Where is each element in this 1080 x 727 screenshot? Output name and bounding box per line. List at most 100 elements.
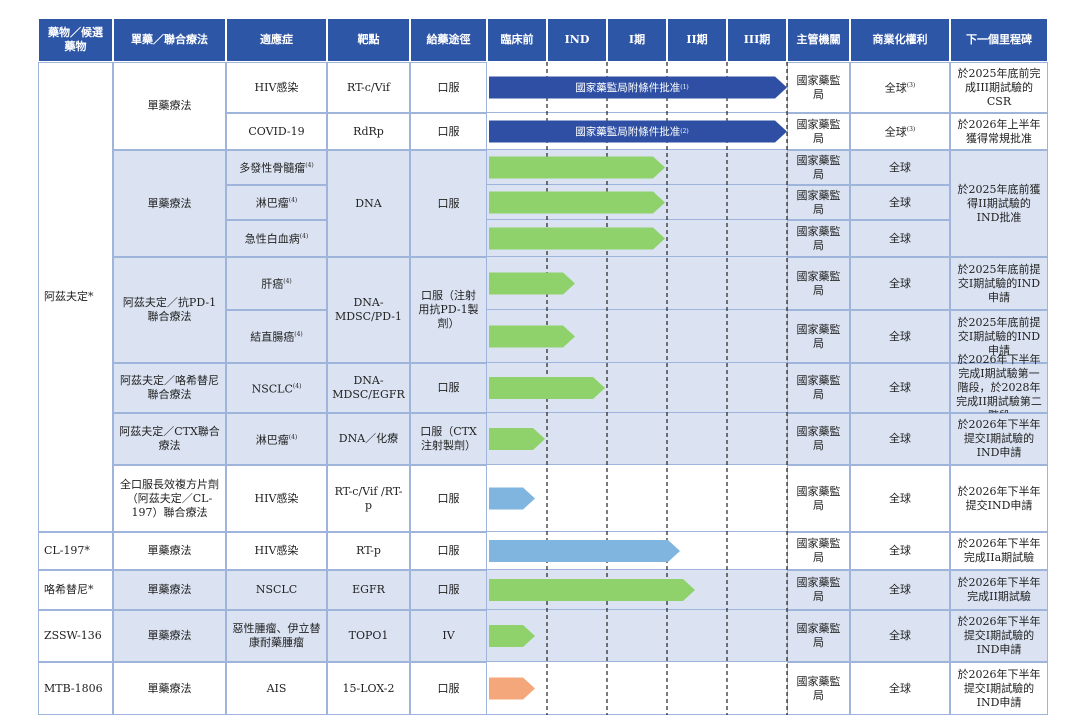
indication-cell: NSCLC(4) bbox=[226, 363, 327, 413]
rights-cell: 全球(3) bbox=[850, 113, 950, 150]
target-wrap: RT-c/Vif bbox=[347, 81, 390, 95]
rights-text: 全球 bbox=[884, 125, 907, 139]
drug-cell: MTB-1806 bbox=[38, 662, 113, 715]
authority-cell: 國家藥監局 bbox=[787, 257, 850, 310]
milestone-text: 於2025年底前提交I期試驗的IND申請 bbox=[957, 262, 1041, 304]
authority-cell: 國家藥監局 bbox=[787, 310, 850, 363]
drug-cell: 阿茲夫定* bbox=[38, 62, 113, 532]
header-cell: II期 bbox=[667, 18, 727, 62]
rights-text: 全球 bbox=[889, 681, 911, 695]
milestone-wrap: 於2026年下半年完成II期試驗 bbox=[956, 576, 1042, 604]
target-text: DNA bbox=[355, 196, 382, 210]
header-cell: I期 bbox=[607, 18, 667, 62]
header-text: 藥物／候選藥物 bbox=[48, 26, 103, 53]
therapy-text: 阿茲夫定／咯希替尼聯合療法 bbox=[120, 374, 219, 401]
target-wrap: RT-p bbox=[356, 544, 381, 558]
drug-wrap: MTB-1806 bbox=[44, 682, 103, 696]
target-text: DNA／化療 bbox=[338, 432, 399, 445]
footnote: (4) bbox=[288, 433, 298, 441]
target-text: RT-p bbox=[356, 544, 381, 557]
therapy-cell: 單藥療法 bbox=[113, 610, 226, 662]
indication-wrap: 淋巴瘤(4) bbox=[256, 431, 298, 448]
indication-wrap: 多發性骨髓瘤(4) bbox=[239, 159, 314, 176]
rights-wrap: 全球 bbox=[889, 629, 911, 643]
route-text: 口服 bbox=[437, 381, 460, 394]
authority-text: 國家藥監局 bbox=[796, 374, 841, 401]
arrow-label: 國家藥監局附條件批准 (1) bbox=[489, 77, 775, 99]
phase-area bbox=[487, 62, 787, 113]
milestone-wrap: 於2025年底前提交I期試驗的IND申請 bbox=[956, 316, 1042, 358]
therapy-cell: 單藥療法 bbox=[113, 662, 226, 715]
indication-wrap: COVID-19 bbox=[248, 125, 304, 139]
indication-text: COVID-19 bbox=[248, 124, 305, 138]
route-cell: 口服 bbox=[410, 150, 487, 257]
rights-wrap: 全球(3) bbox=[885, 123, 916, 140]
route-cell: IV bbox=[410, 610, 487, 662]
milestone-wrap: 於2026年下半年提交I期試驗的IND申請 bbox=[956, 668, 1042, 710]
therapy-text: 單藥療法 bbox=[147, 681, 192, 695]
rights-text: 全球 bbox=[889, 160, 911, 174]
milestone-text: 於2026年下半年提交IND申請 bbox=[957, 484, 1041, 512]
authority-text: 國家藥監局 bbox=[796, 224, 841, 252]
phase-area bbox=[487, 610, 787, 662]
target-text: RT-c/Vif /RT-p bbox=[334, 484, 403, 512]
route-wrap: 口服 bbox=[438, 682, 460, 696]
progress-arrow bbox=[489, 625, 535, 647]
therapy-cell: 單藥療法 bbox=[113, 62, 226, 150]
phase-area bbox=[487, 465, 787, 532]
rights-cell: 全球 bbox=[850, 610, 950, 662]
target-wrap: DNA-MDSC/PD-1 bbox=[333, 296, 404, 324]
indication-wrap: 淋巴瘤(4) bbox=[256, 194, 298, 211]
rights-text: 全球 bbox=[889, 544, 911, 557]
indication-wrap: HIV感染 bbox=[255, 81, 299, 95]
indication-cell: HIV感染 bbox=[226, 465, 327, 532]
therapy-wrap: 全口服長效複方片劑（阿茲夫定／CL-197）聯合療法 bbox=[119, 478, 220, 520]
footnote: (4) bbox=[305, 162, 314, 170]
milestone-cell: 於2026年下半年提交IND申請 bbox=[950, 465, 1048, 532]
rights-wrap: 全球 bbox=[889, 161, 911, 175]
route-wrap: 口服 bbox=[438, 125, 460, 139]
authority-text: 國家藥監局 bbox=[796, 153, 841, 181]
target-wrap: RT-c/Vif /RT-p bbox=[333, 485, 404, 513]
indication-wrap: 急性白血病(4) bbox=[245, 230, 309, 247]
milestone-cell: 於2026年上半年獲得常規批准 bbox=[950, 113, 1048, 150]
therapy-wrap: 阿茲夫定／咯希替尼聯合療法 bbox=[119, 374, 220, 402]
route-wrap: 口服 bbox=[438, 81, 460, 95]
authority-cell: 國家藥監局 bbox=[787, 610, 850, 662]
milestone-cell: 於2026年下半年提交I期試驗的IND申請 bbox=[950, 413, 1048, 465]
target-text: 15-LOX-2 bbox=[342, 681, 395, 695]
authority-cell: 國家藥監局 bbox=[787, 113, 850, 150]
target-text: RdRp bbox=[353, 124, 384, 138]
authority-text: 國家藥監局 bbox=[796, 425, 841, 452]
rights-wrap: 全球 bbox=[889, 583, 911, 597]
header-cell: 藥物／候選藥物 bbox=[38, 18, 113, 62]
authority-wrap: 國家藥監局 bbox=[793, 225, 844, 253]
target-cell: DNA／化療 bbox=[327, 413, 410, 465]
authority-text: 國家藥監局 bbox=[796, 537, 841, 564]
header-cell: 給藥途徑 bbox=[410, 18, 487, 62]
milestone-cell: 於2026年下半年完成I期試驗第一階段，於2028年完成II期試驗第二階段 bbox=[950, 353, 1048, 422]
progress-arrow bbox=[489, 677, 535, 700]
authority-wrap: 國家藥監局 bbox=[793, 270, 844, 298]
therapy-cell: 全口服長效複方片劑（阿茲夫定／CL-197）聯合療法 bbox=[113, 465, 226, 532]
route-text: 口服（注射用抗PD-1製劑） bbox=[418, 289, 479, 330]
target-wrap: DNA-MDSC/EGFR bbox=[332, 374, 404, 402]
route-text: 口服 bbox=[437, 681, 460, 695]
footnote: (3) bbox=[906, 82, 916, 90]
milestone-text: 於2025年底前提交I期試驗的IND申請 bbox=[957, 315, 1041, 357]
rights-wrap: 全球(3) bbox=[885, 79, 916, 96]
therapy-text: 單藥療法 bbox=[147, 583, 192, 596]
rights-wrap: 全球 bbox=[889, 330, 911, 344]
target-cell: TOPO1 bbox=[327, 610, 410, 662]
progress-arrow bbox=[489, 156, 665, 179]
phase-area bbox=[487, 113, 787, 150]
header-text: 臨床前 bbox=[500, 33, 534, 46]
route-cell: 口服（注射用抗PD-1製劑） bbox=[410, 257, 487, 363]
drug-cell: ZSSW-136 bbox=[38, 610, 113, 662]
authority-text: 國家藥監局 bbox=[796, 188, 841, 216]
header-cell: 下一個里程碑 bbox=[950, 18, 1048, 62]
indication-text: HIV感染 bbox=[254, 491, 299, 505]
header-text: IND bbox=[564, 33, 590, 46]
authority-wrap: 國家藥監局 bbox=[793, 118, 844, 146]
authority-wrap: 國家藥監局 bbox=[793, 154, 844, 182]
